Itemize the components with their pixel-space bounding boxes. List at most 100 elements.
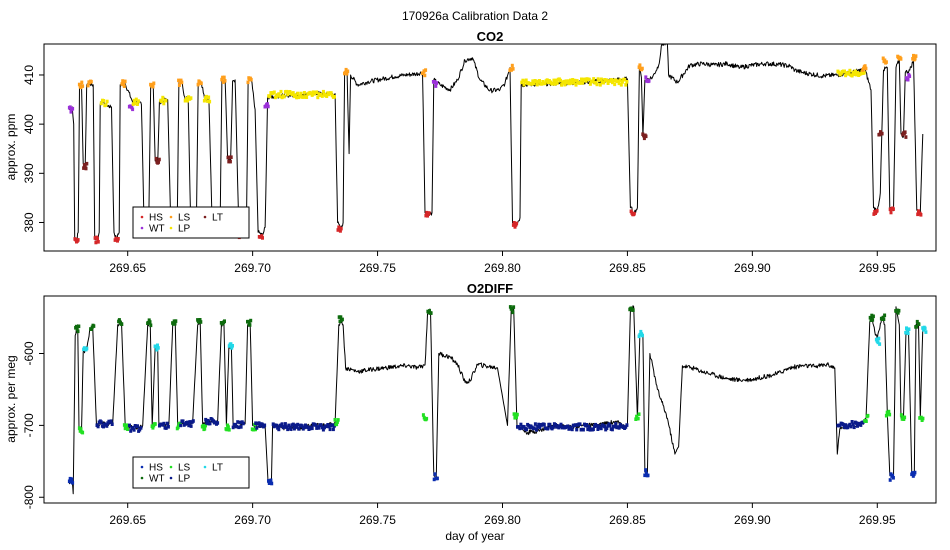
co2-calibration-point [612,78,616,83]
co2-calibration-lp [99,98,109,108]
o2diff-calibration-point [903,415,907,420]
co2-calibration-ls [86,79,93,88]
o2diff-calibration-wt [879,313,887,321]
o2diff-calibration-point [429,311,433,315]
co2-x-tick-label: 269.85 [609,261,646,275]
o2diff-calibration-point [842,425,846,429]
co2-calibration-point [206,99,210,103]
co2-calibration-point [522,82,526,87]
co2-calibration-point [346,69,350,74]
co2-calibration-point [85,161,89,166]
co2-calibration-point [337,225,341,229]
o2diff-y-tick-label: -600 [22,341,36,365]
o2diff-calibration-point [911,471,914,475]
co2-calibration-point [220,77,224,82]
o2diff-calibration-ls [150,422,157,430]
co2-calibration-point [282,94,286,99]
co2-calibration-point [208,99,212,104]
o2diff-calibration-wt [117,318,124,326]
o2diff-calibration-point [229,342,233,346]
o2diff-calibration-wt [171,319,178,326]
co2-calibration-point [177,78,181,83]
o2diff-y-axis-label: approx. per meg [4,355,18,442]
co2-calibration-point [295,95,299,100]
o2diff-calibration-point [595,424,599,428]
o2diff-calibration-lt [921,325,928,334]
o2diff-x-tick-label: 269.95 [859,513,896,527]
o2diff-calibration-point [923,326,927,331]
o2diff-x-tick-label: 269.70 [234,513,271,527]
o2diff-calibration-ls [884,409,892,418]
co2-calibration-point [862,70,866,75]
co2-legend-marker-hs [140,215,144,219]
co2-calibration-point [592,77,596,81]
o2diff-calibration-point [866,413,870,418]
o2diff-calibration-point [868,315,872,320]
o2diff-calibration-point [919,415,923,420]
co2-calibration-point [853,69,857,74]
co2-calibration-point [152,81,156,86]
co2-calibration-point [552,78,556,83]
co2-calibration-point [532,81,536,86]
o2diff-calibration-point [166,425,170,429]
o2diff-calibration-point [187,423,191,428]
co2-calibration-point [880,131,884,136]
o2diff-calibration-lp [158,421,170,430]
o2diff-calibration-point [186,420,190,425]
co2-calibration-point [221,75,225,80]
co2-calibration-point [619,83,623,87]
o2diff-calibration-point [537,422,541,427]
co2-calibration-point [82,163,86,167]
o2diff-calibration-point [226,425,230,429]
o2diff-legend: HS LS LT WT LP [132,456,250,489]
o2diff-calibration-point [566,424,570,429]
o2diff-calibration-point [255,426,259,430]
co2-legend-label-hs: HS [149,213,163,224]
o2diff-calibration-point [85,346,89,351]
o2diff-calibration-point [551,425,555,430]
o2diff-legend-label-ls: LS [178,463,191,474]
co2-y-tick-label: 410 [22,65,36,85]
co2-calibration-point [84,166,88,171]
o2diff-calibration-point [899,413,903,417]
co2-legend-label-lt: LT [212,213,223,224]
co2-calibration-point [329,91,333,95]
o2diff-calibration-point [877,336,881,341]
o2diff-calibration-point [204,417,208,422]
co2-calibration-point [563,82,567,87]
o2diff-calibration-point [901,415,905,419]
o2diff-calibration-point [924,330,928,334]
co2-calibration-ls [196,79,203,87]
co2-calibration-point [637,65,641,69]
co2-x-tick-label: 269.65 [109,261,146,275]
co2-calibration-point [913,56,917,61]
co2-calibration-point [105,99,109,104]
co2-calibration-point [325,94,329,98]
co2-calibration-point [291,91,295,95]
co2-calibration-point [131,102,135,106]
o2diff-calibration-point [246,319,250,324]
o2diff-calibration-point [327,424,331,429]
co2-legend-marker-lp [169,226,173,230]
o2diff-calibration-point [614,422,618,426]
co2-calibration-point [613,82,617,87]
o2diff-calibration-point [149,323,153,328]
co2-calibration-point [424,68,428,72]
o2diff-calibration-point [287,423,291,428]
o2diff-calibration-point [871,318,875,322]
o2diff-calibration-ls [634,412,641,421]
o2diff-calibration-point [162,421,166,426]
co2-calibration-point [279,89,283,94]
co2-calibration-point [131,107,135,112]
co2-plot-frame [43,43,937,252]
o2diff-x-tick-label: 269.75 [359,513,396,527]
o2diff-calibration-point [428,309,431,313]
o2diff-calibration-point [603,424,607,429]
co2-calibration-point [520,80,524,85]
co2-calibration-point [891,207,895,211]
co2-legend-label-ls: LS [178,213,191,224]
o2diff-calibration-point [514,412,518,416]
o2diff-calibration-point [306,425,310,430]
co2-calibration-ls [120,79,127,88]
o2diff-calibration-point [81,430,85,435]
